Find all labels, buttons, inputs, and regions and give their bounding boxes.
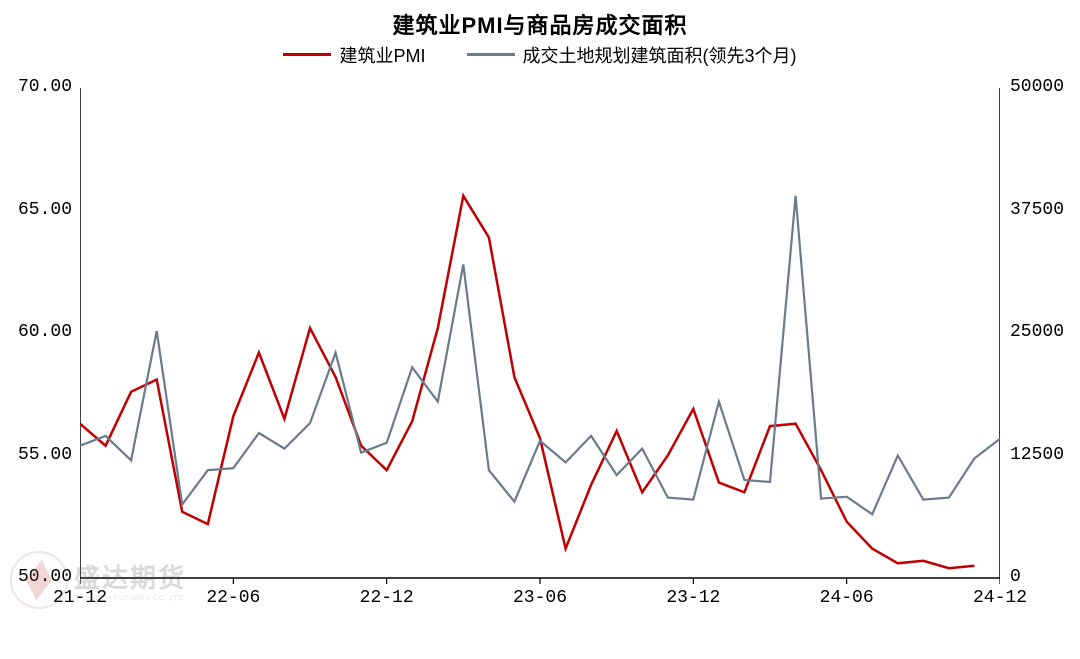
x-tick-label: 23-06 [510, 588, 570, 608]
y-right-tick-label: 0 [1010, 567, 1021, 587]
x-tick-label: 23-12 [663, 588, 723, 608]
series-line [80, 196, 974, 568]
chart-title: 建筑业PMI与商品房成交面积 [0, 8, 1080, 40]
series-line [80, 196, 1000, 515]
x-tick-label: 24-12 [970, 588, 1030, 608]
legend-label-pmi: 建筑业PMI [339, 42, 425, 68]
legend-item-pmi: 建筑业PMI [283, 42, 425, 68]
y-left-tick-label: 70.00 [18, 77, 72, 97]
y-left-tick-label: 60.00 [18, 322, 72, 342]
watermark-brand: 盛达期货 [74, 558, 186, 595]
x-tick-label: 22-12 [357, 588, 417, 608]
x-tick-label: 24-06 [817, 588, 877, 608]
x-tick-label: 22-06 [203, 588, 263, 608]
y-right-tick-label: 12500 [1010, 445, 1064, 465]
legend-swatch-pmi [283, 53, 331, 56]
legend-label-land: 成交土地规划建筑面积(领先3个月) [523, 42, 797, 68]
y-right-tick-label: 37500 [1010, 200, 1064, 220]
watermark-logo-icon [10, 551, 68, 609]
y-right-tick-label: 50000 [1010, 77, 1064, 97]
plot-area [80, 78, 1000, 598]
watermark: 盛达期货 SHENGDA FUTURES CO.,LTD [10, 551, 186, 609]
y-left-tick-label: 65.00 [18, 200, 72, 220]
y-right-tick-label: 25000 [1010, 322, 1064, 342]
legend-item-land: 成交土地规划建筑面积(领先3个月) [467, 42, 797, 68]
chart-container: 建筑业PMI与商品房成交面积 建筑业PMI 成交土地规划建筑面积(领先3个月) … [0, 0, 1080, 659]
legend-swatch-land [467, 53, 515, 56]
y-left-tick-label: 55.00 [18, 445, 72, 465]
legend: 建筑业PMI 成交土地规划建筑面积(领先3个月) [0, 40, 1080, 68]
watermark-sub: SHENGDA FUTURES CO.,LTD [74, 595, 186, 602]
